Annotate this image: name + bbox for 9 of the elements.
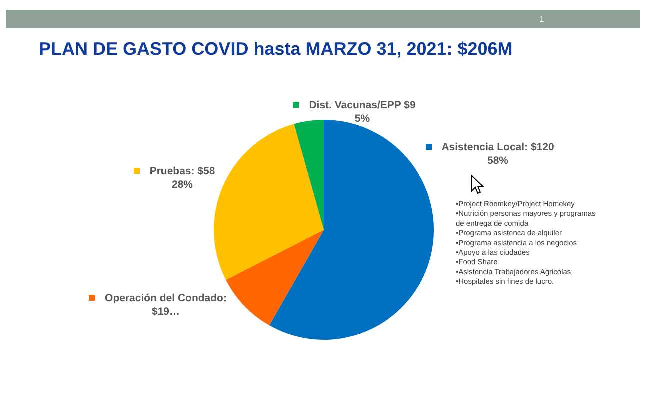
legend-label: Asistencia Local: $120 58% bbox=[442, 142, 554, 168]
legend-label: Operación del Condado: $19… bbox=[105, 292, 227, 318]
pie-slice bbox=[214, 124, 324, 280]
legend-label: Dist. Vacunas/EPP $9 5% bbox=[309, 100, 416, 126]
legend-label: Pruebas: $58 28% bbox=[150, 166, 216, 192]
pie-slice bbox=[226, 230, 324, 326]
text: 1 bbox=[540, 15, 545, 24]
pie-slice bbox=[294, 120, 324, 230]
chart-title: PLAN DE GASTO COVID hasta MARZO 31, 2021: $206M bbox=[39, 39, 513, 59]
